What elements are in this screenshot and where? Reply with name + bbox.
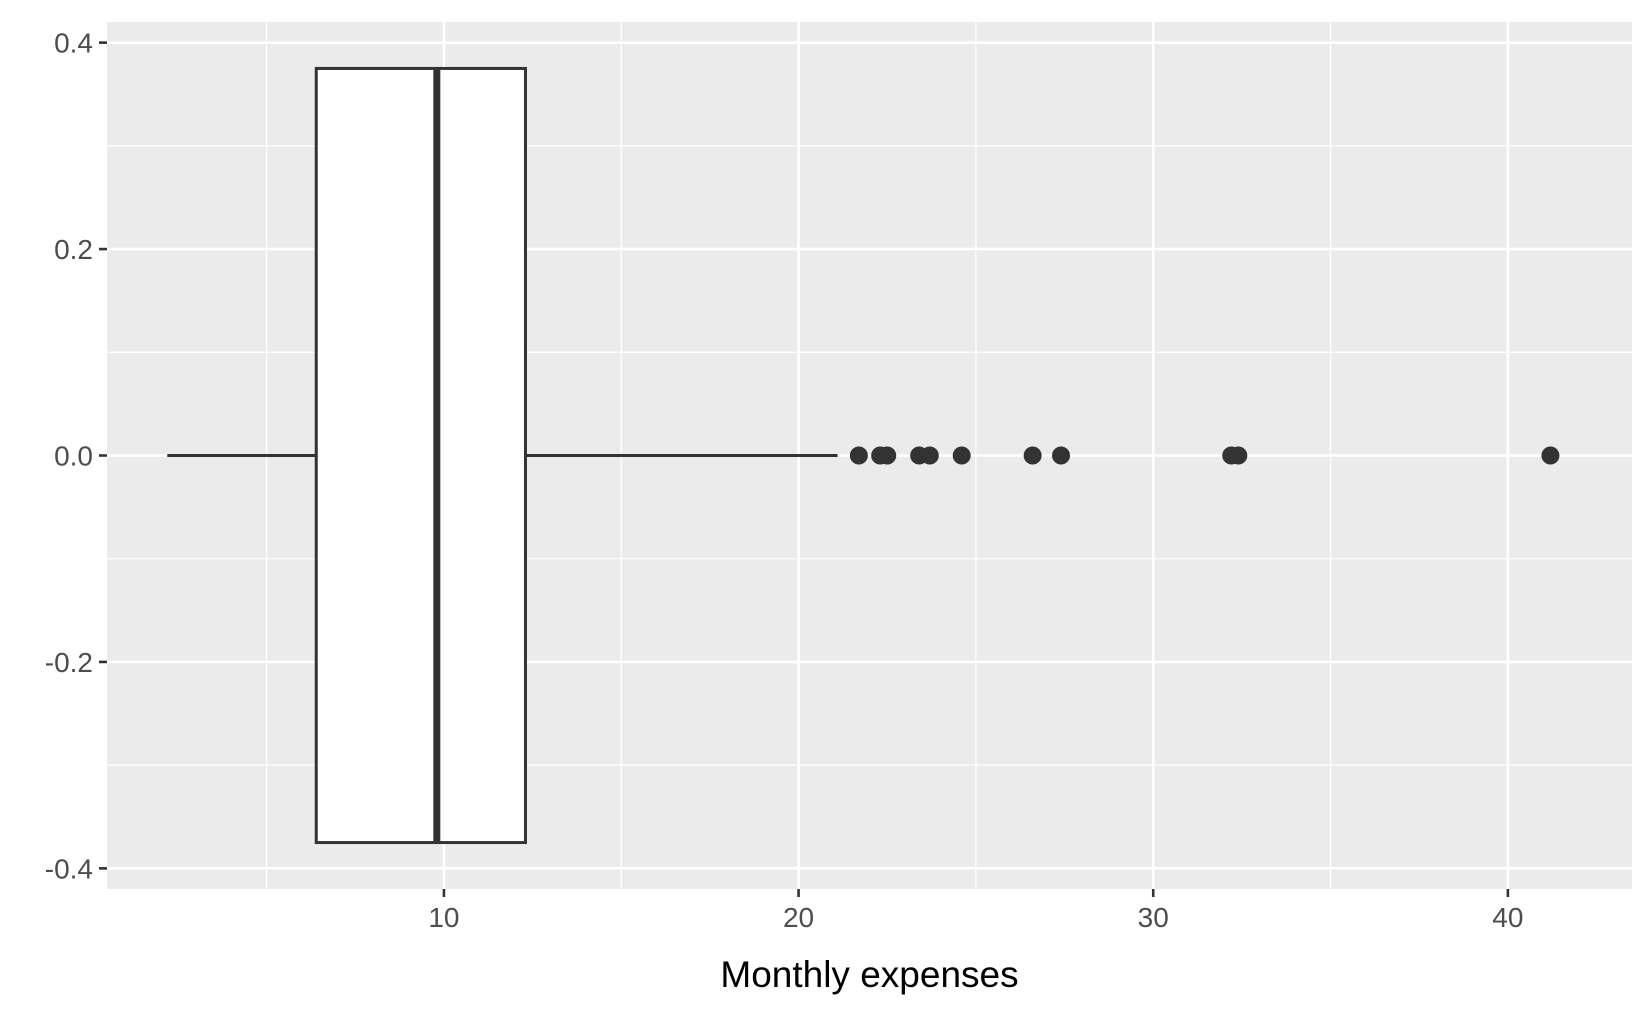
y-tick-label: -0.2 — [45, 647, 93, 678]
x-tick-label: 10 — [428, 902, 459, 933]
y-tick-label: 0.2 — [54, 234, 93, 265]
axis-ticks — [99, 41, 1510, 897]
outlier-points — [849, 446, 1560, 465]
outlier-point — [952, 446, 971, 465]
x-tick-label: 20 — [783, 902, 814, 933]
outlier-point — [920, 446, 939, 465]
outlier-point — [1023, 446, 1042, 465]
y-tick-label: 0.0 — [54, 441, 93, 472]
x-axis-title: Monthly expenses — [720, 954, 1018, 995]
outlier-point — [878, 446, 897, 465]
x-tick-label: 40 — [1492, 902, 1523, 933]
outlier-point — [1541, 446, 1560, 465]
y-tick-label: 0.4 — [54, 28, 93, 59]
tick-labels: 10 20 30 40 -0.4 -0.2 0.0 0.2 0.4 — [45, 28, 1524, 933]
y-tick-label: -0.4 — [45, 853, 93, 884]
outlier-point — [1052, 446, 1071, 465]
outlier-point — [1229, 446, 1248, 465]
interquartile-box — [314, 66, 527, 845]
box-plot — [167, 66, 838, 845]
x-tick-label: 30 — [1138, 902, 1169, 933]
outlier-point — [849, 446, 868, 465]
